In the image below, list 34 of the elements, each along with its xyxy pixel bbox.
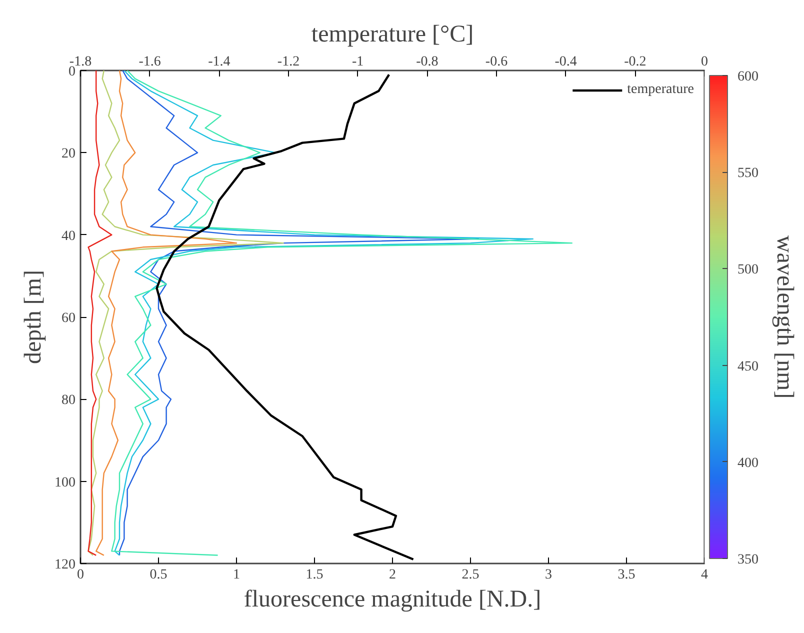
x2-tick-label: -0.4 (554, 54, 577, 70)
legend-label: temperature (627, 82, 694, 98)
y-axis-title: depth [m] (20, 270, 46, 364)
y-tick-label: 120 (54, 558, 76, 572)
y-tick-label: 100 (54, 475, 76, 490)
x2-tick-label: -0.6 (485, 54, 508, 70)
y-tick-label: 80 (62, 393, 76, 408)
x2-tick-label: -1 (352, 54, 364, 70)
x2-tick-label: -1.6 (138, 54, 161, 70)
x-tick-label: 2 (389, 568, 396, 582)
x2-tick-label: -1.2 (277, 54, 300, 70)
x-tick-label: 1.5 (306, 568, 324, 582)
color-bar-label: 600 (738, 70, 758, 84)
y-tick-label: 20 (62, 146, 76, 162)
color-bar-label: 450 (738, 359, 758, 374)
color-bar-title: wavelength [nm] (772, 235, 798, 399)
color-bar-label: 350 (738, 552, 758, 568)
x2-tick-label: 0 (701, 54, 708, 70)
x-tick-label: 2.5 (462, 568, 480, 582)
x-axis-title: fluorescence magnitude [N.D.] (244, 586, 542, 612)
y-tick-label: 60 (62, 311, 76, 326)
x2-axis-title: temperature [°C] (311, 22, 474, 48)
color-bar-label: 400 (738, 456, 758, 471)
x2-tick-label: -0.2 (624, 54, 646, 70)
x2-tick-label: -1.4 (208, 54, 230, 70)
x-tick-label: 4 (701, 568, 708, 582)
x-tick-label: 0.5 (150, 568, 168, 582)
x2-tick-label: -0.8 (416, 54, 438, 70)
y-tick-label: 40 (62, 228, 76, 244)
x-tick-label: 3 (545, 568, 552, 582)
color-bar-label: 500 (738, 262, 758, 278)
color-bar-label: 550 (738, 166, 758, 182)
x-tick-label: 1 (233, 568, 240, 582)
x-tick-label: 3.5 (618, 568, 636, 582)
